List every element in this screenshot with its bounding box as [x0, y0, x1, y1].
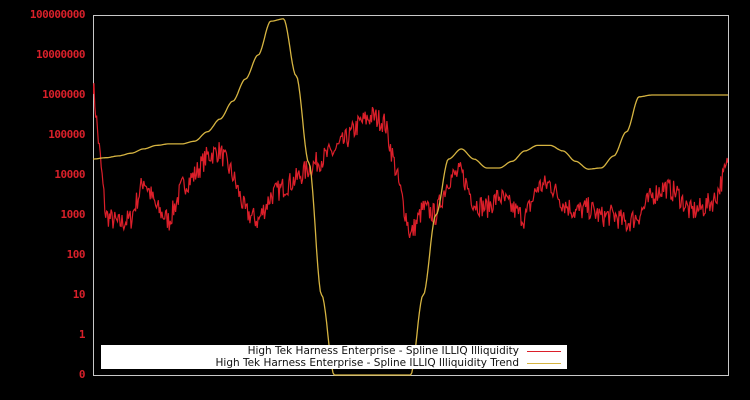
y-tick-label: 10000000: [36, 48, 85, 61]
legend-label: High Tek Harness Enterprise - Spline ILL…: [215, 357, 520, 369]
y-tick-label: 10: [72, 288, 86, 301]
legend-item-illiquidity: High Tek Harness Enterprise - Spline ILL…: [248, 345, 567, 357]
y-tick-label: 1000: [60, 208, 86, 221]
y-tick-label: 0: [78, 368, 86, 381]
plot-frame: [93, 15, 729, 376]
y-tick-label: 1000000: [42, 88, 85, 101]
y-tick-label: 100000000: [29, 8, 86, 21]
series-illiquidity-line: [93, 83, 728, 239]
y-tick-label: 100: [66, 248, 86, 261]
y-tick-label: 1: [78, 328, 86, 341]
series-layer: [93, 18, 728, 376]
legend: High Tek Harness Enterprise - Spline ILL…: [101, 345, 567, 369]
legend-item-illiquidity-trend: High Tek Harness Enterprise - Spline ILL…: [216, 357, 568, 369]
series-illiquidity-trend-line: [93, 18, 728, 376]
y-tick-label: 100000: [48, 128, 85, 141]
legend-label: High Tek Harness Enterprise - Spline ILL…: [247, 345, 519, 357]
y-tick-label: 10000: [54, 168, 85, 181]
legend-swatch-red-line-icon: [527, 350, 561, 352]
legend-swatch-gold-line-icon: [527, 362, 561, 364]
